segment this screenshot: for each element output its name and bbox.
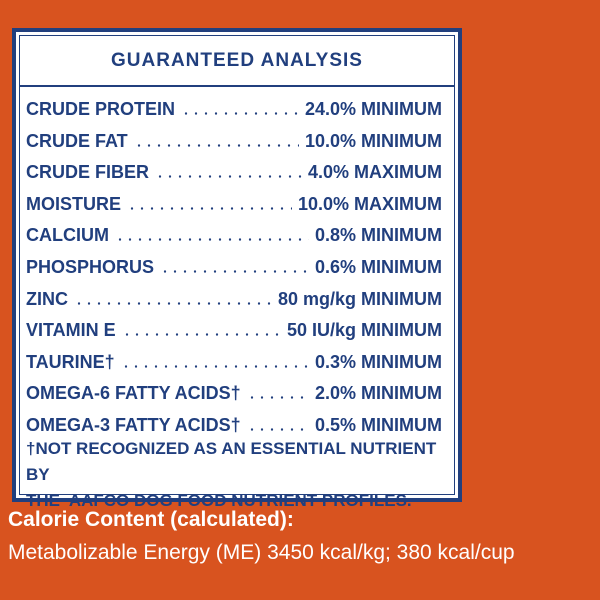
nutrient-value: 0.6% MINIMUM [314,256,442,277]
analysis-row: ZINC 80 mg/kg MINIMUM [26,284,442,316]
analysis-row: OMEGA-6 FATTY ACIDS† 2.0% MINIMUM [26,378,442,410]
nutrient-name: CRUDE FAT [26,130,128,151]
nutrient-name: CRUDE FIBER [26,162,150,183]
nutrient-name: ZINC [26,288,68,309]
nutrient-name: CRUDE PROTEIN [26,99,176,119]
title: GUARANTEED ANALYSIS [111,50,363,71]
leader-dots [246,427,309,431]
analysis-row: TAURINE† 0.3% MINIMUM [26,347,442,379]
analysis-row: VITAMIN E 50 IU/kg MINIMUM [26,315,442,347]
calorie-heading: Calorie Content (calculated): [8,508,294,531]
analysis-row: CRUDE FAT 10.0% MINIMUM [26,126,442,158]
leader-dots [121,333,281,337]
leader-dots [74,301,272,305]
nutrient-value: 24.0% MINIMUM [304,99,442,119]
analysis-panel: GUARANTEED ANALYSIS CRUDE PROTEIN 24.0% M… [12,28,462,510]
rows: CRUDE PROTEIN 24.0% MINIMUM CRUDE FAT 10.0%… [26,94,442,442]
analysis-row: OMEGA-3 FATTY ACIDS† 0.5% MINIMUM [26,410,442,442]
nutrient-value: 80 mg/kg MINIMUM [277,288,442,309]
nutrient-name: CALCIUM [26,225,109,246]
nutrient-value: 0.5% MINIMUM [314,414,442,435]
footnote-line: THE AAFCO DOG FOOD NUTRIENT PROFILES. [26,491,412,510]
nutrient-value: 50 IU/kg MINIMUM [286,320,442,341]
nutrient-value: 2.0% MINIMUM [314,383,442,404]
divider [20,85,454,87]
panel-inner: GUARANTEED ANALYSIS CRUDE PROTEIN 24.0% M… [19,35,455,510]
footnote-line: †NOT RECOGNIZED AS AN ESSENTIAL NUTRIENT… [26,439,437,484]
leader-dots [115,238,309,242]
nutrient-name: OMEGA-3 FATTY ACIDS† [26,414,241,435]
analysis-row: CRUDE FIBER 4.0% MAXIMUM [26,157,442,189]
nutrient-value: 4.0% MAXIMUM [307,162,442,183]
leader-dots [246,396,309,400]
calorie-text: Metabolizable Energy (ME) 3450 kcal/kg; … [8,541,515,564]
nutrient-name: VITAMIN E [26,320,116,341]
analysis-row: PHOSPHORUS 0.6% MINIMUM [26,252,442,284]
nutrient-value: 10.0% MAXIMUM [297,193,442,214]
analysis-row: MOISTURE 10.0% MAXIMUM [26,189,442,221]
analysis-row: CRUDE PROTEIN 24.0% MINIMUM [26,94,442,126]
nutrient-name: OMEGA-6 FATTY ACIDS† [26,383,241,404]
nutrient-value: 0.3% MINIMUM [314,351,442,372]
leader-dots [160,269,309,273]
leader-dots [181,112,299,115]
nutrient-name: MOISTURE [26,193,122,214]
leader-dots [133,143,299,147]
analysis-row: CALCIUM 0.8% MINIMUM [26,220,442,252]
nutrient-value: 0.8% MINIMUM [314,225,442,246]
leader-dots [155,175,302,179]
leader-dots [120,364,309,368]
footnote: †NOT RECOGNIZED AS AN ESSENTIAL NUTRIENT… [26,436,454,514]
leader-dots [127,206,292,210]
nutrient-value: 10.0% MINIMUM [304,130,442,151]
nutrient-name: TAURINE† [26,351,115,372]
nutrient-name: PHOSPHORUS [26,256,155,277]
